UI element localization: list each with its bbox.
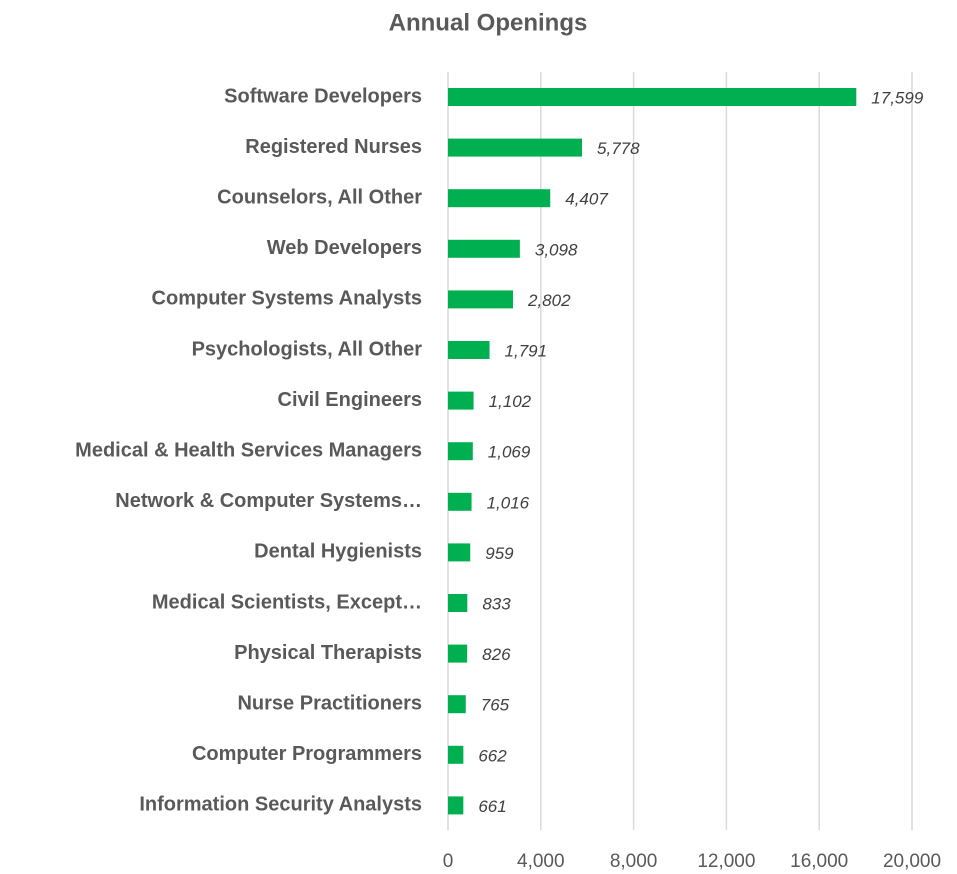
y-tick-label: Registered Nurses — [245, 136, 422, 158]
bar — [448, 341, 490, 359]
bar — [448, 543, 471, 562]
bar — [448, 391, 474, 410]
y-tick-label: Network & Computer Systems… — [115, 490, 422, 512]
bar — [448, 745, 464, 764]
bar — [448, 442, 473, 461]
x-tick-label: 16,000 — [790, 851, 848, 872]
y-tick-label: Physical Therapists — [234, 642, 422, 664]
bar — [448, 189, 551, 208]
x-tick-label: 20,000 — [883, 851, 941, 872]
value-label: 1,791 — [505, 341, 548, 360]
value-label: 1,069 — [488, 443, 531, 462]
y-tick-label: Medical & Health Services Managers — [75, 439, 422, 461]
value-label: 1,016 — [487, 493, 530, 512]
bar — [448, 644, 468, 663]
bar — [448, 239, 520, 258]
y-tick-label: Civil Engineers — [278, 389, 423, 411]
y-tick-label: Dental Hygienists — [254, 541, 422, 563]
value-label: 765 — [481, 696, 510, 715]
x-tick-label: 12,000 — [697, 851, 755, 872]
y-tick-label: Software Developers — [224, 85, 422, 107]
y-tick-label: Computer Systems Analysts — [152, 288, 422, 310]
value-label: 826 — [482, 645, 511, 664]
value-label: 661 — [478, 797, 506, 816]
y-tick-label: Computer Programmers — [192, 743, 422, 765]
value-label: 5,778 — [597, 139, 640, 158]
value-label: 833 — [482, 594, 511, 613]
value-label: 662 — [478, 746, 507, 765]
y-tick-label: Counselors, All Other — [217, 186, 422, 208]
bar — [448, 594, 468, 612]
bar — [448, 88, 857, 106]
x-tick-label: 4,000 — [517, 851, 565, 872]
value-label: 17,599 — [871, 88, 924, 107]
chart-title: Annual Openings — [389, 9, 588, 36]
y-tick-label: Information Security Analysts — [139, 794, 422, 816]
y-tick-label: Psychologists, All Other — [192, 338, 423, 360]
value-label: 959 — [485, 544, 514, 563]
y-tick-label: Medical Scientists, Except… — [152, 591, 422, 613]
y-tick-label: Nurse Practitioners — [237, 692, 422, 714]
bar — [448, 796, 464, 815]
bar — [448, 290, 514, 309]
x-tick-label: 8,000 — [610, 851, 658, 872]
value-label: 2,802 — [527, 291, 571, 310]
bar — [448, 492, 472, 511]
y-tick-label: Web Developers — [267, 237, 422, 259]
value-label: 1,102 — [489, 392, 532, 411]
bar — [448, 138, 583, 157]
bar — [448, 695, 466, 714]
value-label: 3,098 — [535, 240, 578, 259]
x-tick-label: 0 — [443, 851, 454, 872]
value-label: 4,407 — [565, 190, 608, 209]
